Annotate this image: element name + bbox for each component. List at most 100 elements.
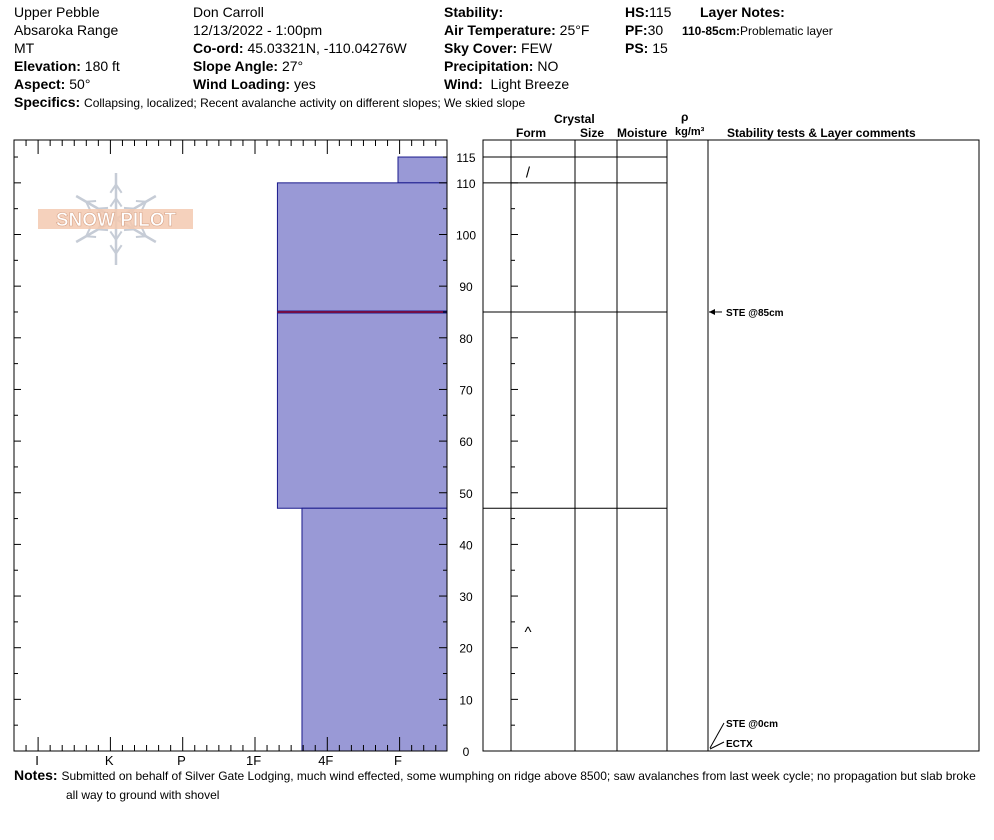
sky-cover-label: Sky Cover: — [444, 40, 518, 56]
snowflake-branch — [86, 199, 97, 203]
depth-label-40: 40 — [459, 538, 473, 552]
depth-label-80: 80 — [459, 332, 473, 346]
coord-value: 45.03321N, -110.04276W — [247, 40, 407, 56]
stability-test-label: STE @85cm — [726, 308, 784, 319]
stability-comments-header: Stability tests & Layer comments — [727, 126, 916, 140]
snowflake-branch — [123, 206, 135, 210]
slope-label: Slope Angle: — [193, 58, 279, 74]
wind-loading-field: Wind Loading: yes — [193, 75, 316, 93]
stability-label: Stability: — [444, 4, 504, 20]
ps-label: PS: — [625, 40, 649, 56]
snowflake-branch — [109, 197, 117, 208]
elevation-value: 180 ft — [84, 58, 120, 74]
aspect-field: Aspect: 50° — [14, 75, 90, 93]
hardness-label-K: K — [105, 753, 114, 768]
notes-line-2: all way to ground with shovel — [66, 788, 220, 802]
moisture-header: Moisture — [617, 126, 668, 140]
size-header: Size — [580, 126, 605, 140]
precip-label: Precipitation: — [444, 58, 534, 74]
notes-field: Notes: Submitted on behalf of Silver Gat… — [14, 766, 976, 785]
observation-datetime: 12/13/2022 - 1:00pm — [193, 22, 323, 38]
stability-test-label: ECTX — [726, 739, 753, 750]
grain-symbol: ^ — [524, 624, 531, 641]
hardness-label-4F: 4F — [318, 753, 333, 768]
snowflake-branch — [109, 244, 117, 255]
depth-label-10: 10 — [459, 693, 473, 707]
depth-label-110: 110 — [456, 177, 475, 191]
slope-field: Slope Angle: 27° — [193, 57, 303, 75]
hardness-label-1F: 1F — [246, 753, 261, 768]
ps-field: PS: 15 — [625, 39, 668, 57]
slope-value: 27° — [281, 58, 304, 74]
hs-field: HS:115 — [625, 3, 671, 21]
form-header: Form — [516, 126, 546, 140]
layer-table-frame — [482, 139, 980, 752]
wind-label: Wind: — [444, 76, 483, 92]
wind-loading-label: Wind Loading: — [193, 76, 291, 92]
pf-field: PF:30 — [625, 21, 663, 39]
aspect-value: 50° — [69, 76, 91, 92]
depth-label-50: 50 — [459, 487, 473, 501]
layer-note: 110-85cm:Problematic layer — [682, 22, 833, 40]
elevation-label: Elevation: — [14, 58, 81, 74]
snowflake-branch — [97, 228, 109, 232]
stability-test-leader — [709, 722, 725, 749]
snowflake-branch — [115, 183, 123, 194]
snowflake-branch — [115, 230, 123, 241]
snowflake-branch — [135, 199, 146, 203]
snowflake-branch — [123, 228, 135, 232]
rho-header: ρ — [681, 110, 689, 124]
hardness-layers — [276, 156, 448, 752]
depth-label-20: 20 — [459, 642, 473, 656]
wind-value: Light Breeze — [490, 76, 570, 92]
hardness-axis: I K P 1F 4F F — [13, 140, 437, 768]
air-temp-value: 25°F — [559, 22, 590, 38]
precip-value: NO — [537, 58, 559, 74]
stability-tests: STE @85cm STE @0cm ECTX — [709, 308, 784, 750]
hs-label: HS: — [625, 4, 650, 20]
sky-cover-value: FEW — [521, 40, 553, 56]
observer-name: Don Carroll — [193, 4, 264, 20]
pf-value: 30 — [647, 22, 664, 38]
notes-label: Notes: — [14, 767, 58, 783]
stability-test-arrow — [709, 308, 715, 315]
range-name: Absaroka Range — [14, 22, 119, 38]
logo-band — [38, 209, 193, 229]
location-name: Upper Pebble — [14, 4, 100, 20]
layer-bar-1 — [397, 156, 448, 184]
coord-label: Co-ord: — [193, 40, 244, 56]
layer-note-range: 110-85cm: — [682, 24, 741, 38]
grain-symbol: / — [526, 165, 531, 182]
snowflake-branch — [135, 235, 146, 239]
elevation-field: Elevation: 180 ft — [14, 57, 120, 75]
layer-table: /^ — [483, 140, 709, 751]
specifics-field: Specifics: Collapsing, localized; Recent… — [14, 93, 525, 112]
air-temp-field: Air Temperature: 25°F — [444, 21, 589, 39]
layer-bar-2 — [276, 182, 448, 509]
state-name: MT — [14, 40, 35, 56]
aspect-label: Aspect: — [14, 76, 66, 92]
hardness-label-I: I — [35, 753, 39, 768]
snowflake-branch — [86, 235, 97, 239]
snowflake-branch — [109, 183, 117, 194]
snowflake-branch — [97, 206, 109, 210]
coord-field: Co-ord: 45.03321N, -110.04276W — [193, 39, 407, 57]
depth-label-115: 115 — [456, 151, 475, 165]
depth-axis: 0 10 20 30 40 50 60 70 80 90 100 110 115 — [439, 151, 518, 759]
pf-label: PF: — [625, 22, 648, 38]
depth-label-30: 30 — [459, 590, 473, 604]
depth-label-0: 0 — [463, 745, 470, 759]
specifics-label: Specifics: — [14, 94, 81, 110]
logo-text: SNOW PILOT — [56, 210, 177, 231]
layer-notes-heading: Layer Notes: — [700, 4, 785, 20]
density-unit-header: kg/m³ — [675, 126, 705, 138]
stability-test-label: STE @0cm — [726, 719, 778, 730]
depth-label-70: 70 — [459, 383, 473, 397]
depth-label-100: 100 — [456, 229, 476, 243]
wind-field: Wind: Light Breeze — [444, 75, 569, 93]
notes-line-1: Submitted on behalf of Silver Gate Lodgi… — [61, 769, 976, 783]
snowflake-branch — [115, 197, 123, 208]
snowflake-branch — [115, 244, 123, 255]
crystal-header: Crystal — [554, 112, 595, 126]
